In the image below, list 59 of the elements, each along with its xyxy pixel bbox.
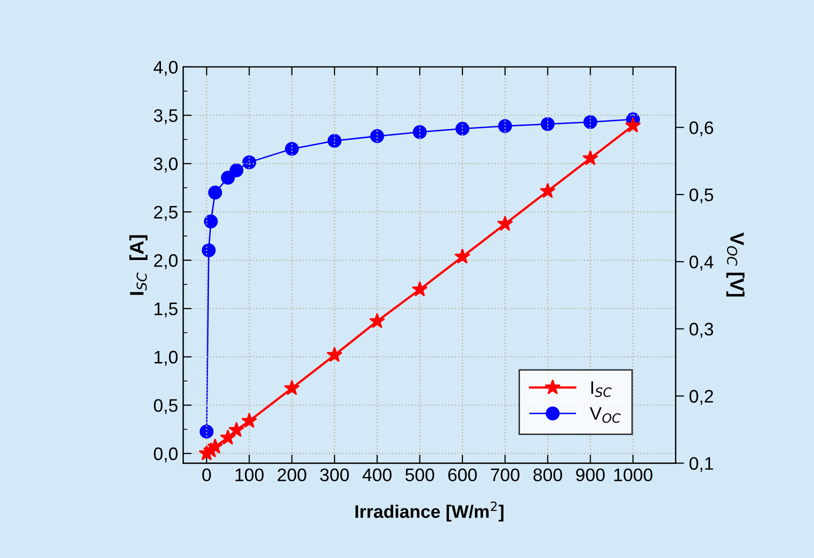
point — [583, 115, 598, 129]
point — [207, 438, 224, 454]
x-tick-label: 1000 — [614, 468, 652, 482]
y2-axis-title: V$_{OC}$ [V] — [726, 232, 744, 297]
point — [228, 422, 244, 437]
x-tick-label: 700 — [490, 468, 520, 482]
y2-tick-label: 0,6 — [690, 121, 714, 136]
point — [540, 117, 555, 131]
x-tick-label: 200 — [278, 468, 306, 482]
point — [540, 182, 556, 198]
point — [582, 150, 598, 166]
x-tick-label: 500 — [405, 468, 434, 482]
point — [454, 248, 470, 264]
point — [455, 122, 470, 136]
point — [412, 125, 427, 140]
point — [242, 155, 256, 170]
y2-tick-label: 0,3 — [690, 322, 714, 338]
point — [369, 312, 386, 328]
y2-tick-label: 0,4 — [690, 256, 714, 271]
y-tick-label: 2,5 — [154, 206, 178, 221]
point — [204, 214, 218, 228]
point — [202, 243, 216, 258]
point — [326, 346, 342, 362]
y-tick-label: 0,5 — [154, 399, 178, 414]
y-tick-label: 3,0 — [154, 158, 178, 172]
y-tick-label: 2,0 — [154, 254, 178, 270]
y-tick-label: 4,0 — [154, 60, 178, 76]
x-tick-label: 900 — [576, 468, 605, 482]
point — [230, 163, 244, 178]
x-tick-label: 800 — [533, 468, 562, 482]
x-tick-label: 600 — [448, 468, 477, 482]
x-tick-label: 100 — [236, 468, 264, 482]
point — [284, 380, 300, 396]
y-axis-title: I$_{SC}$ [A] — [129, 235, 148, 295]
point — [625, 117, 641, 132]
x-tick-label: 400 — [362, 468, 392, 482]
point — [220, 170, 235, 185]
point — [370, 129, 384, 144]
y-tick-label: 1,5 — [154, 302, 178, 318]
y2-tick-label: 0,2 — [690, 390, 714, 405]
point — [284, 142, 299, 156]
point — [241, 412, 258, 428]
y-tick-label: 0,0 — [154, 447, 178, 462]
point — [498, 119, 512, 133]
x-axis-title: Irradiance [W/m$^{2}$] — [355, 502, 504, 522]
x-tick-label: 0 — [202, 468, 211, 482]
point — [208, 186, 222, 200]
point — [497, 216, 514, 231]
legend-label: I$_{SC}$ — [591, 381, 612, 397]
y2-tick-label: 0,5 — [690, 188, 714, 204]
point — [328, 134, 342, 148]
y-tick-label: 1,0 — [154, 350, 178, 366]
point — [412, 281, 428, 296]
point — [200, 424, 214, 439]
point — [220, 429, 236, 445]
y2-tick-label: 0,1 — [690, 457, 714, 472]
y-tick-label: 3,5 — [154, 109, 178, 124]
legend-label: V$_{OC}$ — [590, 407, 621, 423]
x-tick-label: 300 — [320, 468, 349, 482]
